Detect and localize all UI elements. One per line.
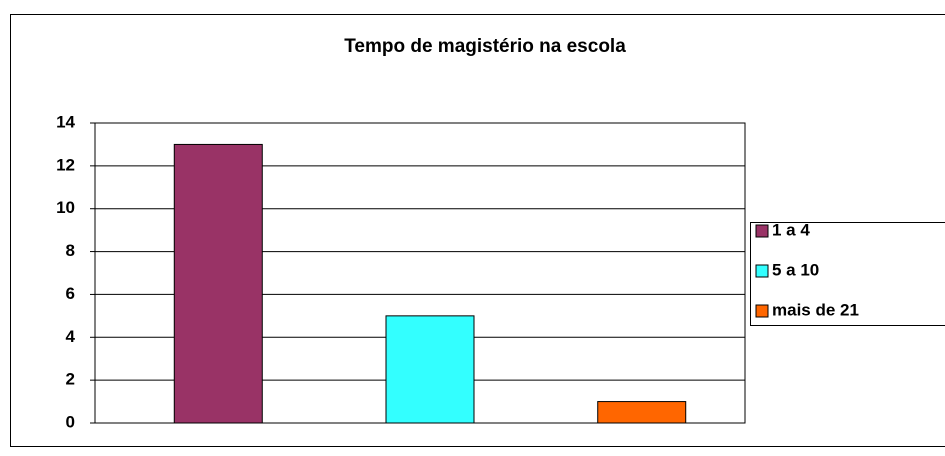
y-tick-label: 2 [66,370,75,389]
bar [597,401,687,424]
y-tick-label: 0 [66,412,75,431]
legend-label: 1 a 4 [772,220,810,239]
legend-label: mais de 21 [772,300,859,319]
y-tick-label: 8 [66,241,75,260]
y-tick-label: 4 [66,327,76,346]
legend-swatch [755,304,769,318]
y-tick-label: 6 [66,284,75,303]
legend-box [750,222,945,326]
y-tick-label: 10 [56,198,75,217]
legend-swatch [755,224,769,238]
bar [173,143,263,424]
bar [385,315,475,424]
legend-label: 5 a 10 [772,260,819,279]
legend-swatch [755,264,769,278]
chart-title: Tempo de magistério na escola [344,36,626,57]
y-tick-label: 14 [56,112,75,131]
y-tick-label: 12 [56,155,75,174]
